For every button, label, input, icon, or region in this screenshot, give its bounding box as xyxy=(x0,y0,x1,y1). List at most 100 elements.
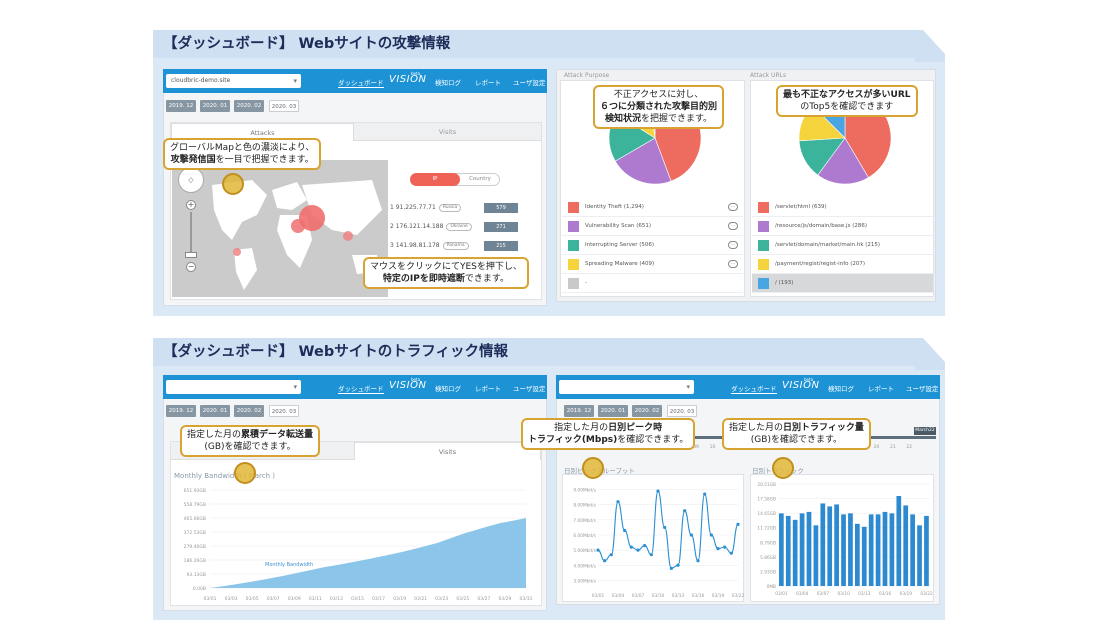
peak-point xyxy=(736,522,740,526)
y-tick-label: 186.26GB xyxy=(184,558,206,564)
map-pan-control[interactable]: ◇ xyxy=(178,167,204,193)
comment-icon[interactable]: ··· xyxy=(728,260,738,268)
legend-row[interactable]: /payment/regist/regist-info (207) xyxy=(752,255,933,274)
comment-icon[interactable]: ··· xyxy=(728,241,738,249)
date-2020-01[interactable]: 2020. 01 xyxy=(200,100,230,112)
legend-row[interactable]: /servlet/domain/market/main.hk (215) xyxy=(752,236,933,255)
x-tick-label: 03/03 xyxy=(225,596,238,602)
site-select-3[interactable] xyxy=(559,380,694,394)
callout-daily: 指定した月の日別トラフィック量 (GB)を確認できます。 xyxy=(722,418,871,450)
nav-dashboard[interactable]: ダッシュボード xyxy=(338,79,384,88)
zoom-slider[interactable] xyxy=(190,212,192,258)
x-tick-label: 03/31 xyxy=(520,596,533,602)
nav-report-2[interactable]: レポート xyxy=(475,385,501,393)
day-label[interactable]: 10 xyxy=(709,445,716,450)
nav-vision-3[interactable]: VISION xyxy=(782,380,820,391)
legend-row[interactable]: /servlet/html (639) xyxy=(752,198,933,217)
x-tick-label: 03/10 xyxy=(652,593,665,599)
date-2020-02[interactable]: 2020. 02 xyxy=(234,100,264,112)
peak-point xyxy=(636,548,640,552)
day-label[interactable]: 22 xyxy=(906,445,913,450)
legend-swatch xyxy=(568,202,579,213)
date2-2020-03[interactable]: 2020. 03 xyxy=(269,405,299,417)
comment-icon[interactable]: ··· xyxy=(728,222,738,230)
legend-row[interactable]: Spreading Malware (409) ··· xyxy=(562,255,743,274)
legend-row[interactable]: Interrupting Server (506) ··· xyxy=(562,236,743,255)
y-tick-label: 7.00Mbit/s xyxy=(573,518,596,524)
ip-row[interactable]: 3 141.98.81.178 Panama 215 xyxy=(390,238,518,254)
callout-daily-line2: (GB)を確認できます。 xyxy=(750,435,843,445)
nav-user-settings-3[interactable]: ユーザ設定 xyxy=(906,385,939,393)
y-tick-label: 372.53GB xyxy=(184,530,206,536)
legend-row[interactable]: - xyxy=(562,274,743,293)
nav-dashboard-2[interactable]: ダッシュボード xyxy=(338,385,384,394)
callout-bandwidth-bold: 累積データ転送量 xyxy=(241,430,314,440)
ip-count-button[interactable]: 215 xyxy=(484,241,518,251)
ip-row[interactable]: 1 91.225.77.71 Russia 579 xyxy=(390,200,518,216)
y-tick-label: 4.00Mbit/s xyxy=(573,563,596,569)
date3-2019-12[interactable]: 2019. 12 xyxy=(564,405,594,417)
zoom-in-icon[interactable]: + xyxy=(186,200,196,210)
legend-swatch xyxy=(568,221,579,232)
y-tick-label: 6.00Mbit/s xyxy=(573,533,596,539)
y-tick-label: 3.00Mbit/s xyxy=(573,578,596,584)
day-label[interactable]: 09 xyxy=(693,445,699,450)
nav-vision-2[interactable]: VISION xyxy=(389,380,427,391)
zoom-slider-handle[interactable] xyxy=(185,252,197,258)
tab-visits[interactable]: Visits xyxy=(354,123,541,141)
legend-row[interactable]: /resource/js/domain/base.js (286) xyxy=(752,217,933,236)
comment-icon[interactable]: ··· xyxy=(728,203,738,211)
nav-user-settings-2[interactable]: ユーザ設定 xyxy=(513,385,546,393)
day-slider-marker[interactable]: March22 xyxy=(914,427,936,435)
legend-row[interactable]: / (193) xyxy=(752,274,933,293)
ip-count-button[interactable]: 579 xyxy=(484,203,518,213)
traffic-bar xyxy=(868,514,874,586)
peak-point xyxy=(643,544,647,548)
nav-user-settings[interactable]: ユーザ設定 xyxy=(513,79,546,87)
date3-2020-02[interactable]: 2020. 02 xyxy=(632,405,662,417)
legend-swatch xyxy=(568,259,579,270)
nav-bar-3: ダッシュボード VISION beta 検知ログ レポート ユーザ設定 xyxy=(556,375,940,399)
tab-visits-2[interactable]: Visits xyxy=(354,442,541,460)
x-tick-label: 03/09 xyxy=(288,596,301,602)
nav-logs[interactable]: 検知ログ xyxy=(435,79,461,87)
date2-2020-01[interactable]: 2020. 01 xyxy=(200,405,230,417)
toggle-country[interactable]: Country xyxy=(469,176,491,182)
nav-vision[interactable]: VISION xyxy=(389,74,427,85)
peak-point xyxy=(689,533,693,537)
callout-block-line1: マウスをクリックにてYESを押下し、 xyxy=(370,262,522,272)
callout-urls-bold: 最も不正なアクセスが多いURL xyxy=(783,90,911,100)
callout-map-bold: 攻撃発信国 xyxy=(170,155,216,165)
ip-count-button[interactable]: 271 xyxy=(484,222,518,232)
traffic-bar xyxy=(799,513,805,586)
nav-report[interactable]: レポート xyxy=(475,79,501,87)
date2-2019-12[interactable]: 2019. 12 xyxy=(166,405,196,417)
tab-attacks[interactable]: Attacks xyxy=(171,123,354,141)
nav-logs-2[interactable]: 検知ログ xyxy=(435,385,461,393)
date3-2020-03[interactable]: 2020. 03 xyxy=(667,405,697,417)
ip-address: 1 91.225.77.71 xyxy=(390,204,436,211)
zoom-out-icon[interactable]: − xyxy=(186,262,196,272)
toggle-ip[interactable]: IP xyxy=(410,173,460,186)
callout-bandwidth-dot xyxy=(234,462,256,484)
day-label[interactable]: 21 xyxy=(890,445,896,450)
date-2019-12[interactable]: 2019. 12 xyxy=(166,100,196,112)
nav-dashboard-3[interactable]: ダッシュボード xyxy=(731,385,777,394)
legend-row[interactable]: Identity Theft (1,294) ··· xyxy=(562,198,743,217)
traffic-bar xyxy=(882,511,888,586)
callout-map-line2: を一目で把握できます。 xyxy=(215,155,314,165)
legend-row[interactable]: Vulnerability Scan (651) ··· xyxy=(562,217,743,236)
legend-swatch xyxy=(758,202,769,213)
day-label[interactable]: 20 xyxy=(873,445,880,450)
nav-report-3[interactable]: レポート xyxy=(868,385,894,393)
site-select[interactable]: cloudbric-demo.site xyxy=(166,74,301,88)
traffic-bar xyxy=(848,513,853,586)
ip-row[interactable]: 2 176.121.14.188 Ukraine 271 xyxy=(390,219,518,235)
site-select-2[interactable] xyxy=(166,380,301,394)
traffic-bar xyxy=(820,503,826,586)
date2-2020-02[interactable]: 2020. 02 xyxy=(234,405,264,417)
date3-2020-01[interactable]: 2020. 01 xyxy=(598,405,628,417)
traffic-bar xyxy=(834,504,839,586)
date-2020-03[interactable]: 2020. 03 xyxy=(269,100,299,112)
nav-logs-3[interactable]: 検知ログ xyxy=(828,385,854,393)
